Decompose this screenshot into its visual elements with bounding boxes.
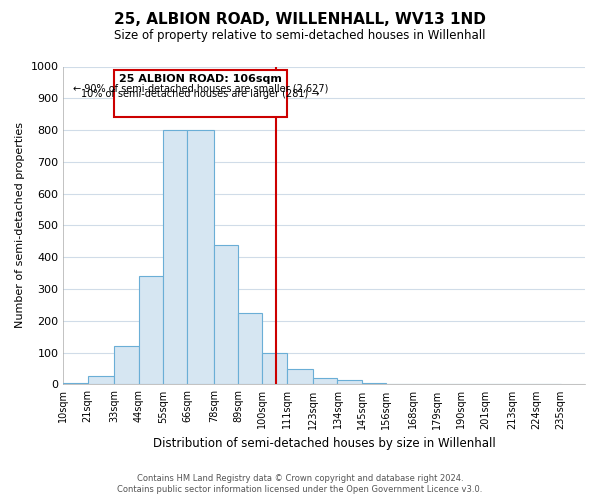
FancyBboxPatch shape — [114, 70, 287, 117]
Text: 10% of semi-detached houses are larger (281) →: 10% of semi-detached houses are larger (… — [81, 90, 320, 100]
Y-axis label: Number of semi-detached properties: Number of semi-detached properties — [15, 122, 25, 328]
X-axis label: Distribution of semi-detached houses by size in Willenhall: Distribution of semi-detached houses by … — [153, 437, 496, 450]
Bar — [139, 276, 163, 384]
Text: ← 90% of semi-detached houses are smaller (2,627): ← 90% of semi-detached houses are smalle… — [73, 83, 328, 93]
Bar — [313, 378, 337, 384]
Bar — [287, 369, 313, 384]
Bar — [214, 244, 238, 384]
Bar — [163, 130, 187, 384]
Bar — [337, 380, 362, 384]
Text: 25 ALBION ROAD: 106sqm: 25 ALBION ROAD: 106sqm — [119, 74, 282, 85]
Bar — [238, 313, 262, 384]
Text: Contains HM Land Registry data © Crown copyright and database right 2024.
Contai: Contains HM Land Registry data © Crown c… — [118, 474, 482, 494]
Bar — [262, 352, 287, 384]
Text: 25, ALBION ROAD, WILLENHALL, WV13 1ND: 25, ALBION ROAD, WILLENHALL, WV13 1ND — [114, 12, 486, 28]
Bar — [88, 376, 114, 384]
Bar — [64, 383, 88, 384]
Bar — [114, 346, 139, 385]
Bar — [187, 130, 214, 384]
Text: Size of property relative to semi-detached houses in Willenhall: Size of property relative to semi-detach… — [114, 29, 486, 42]
Bar — [362, 383, 386, 384]
